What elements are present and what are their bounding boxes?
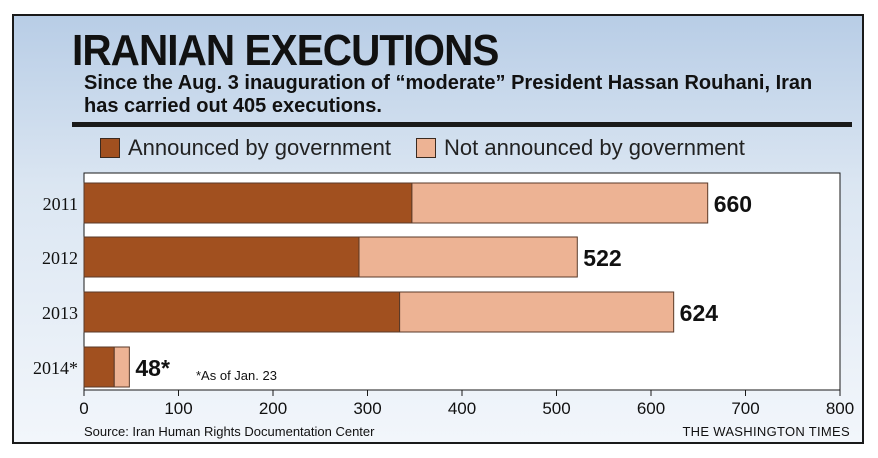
bar-not-announced: [411, 182, 709, 224]
total-label: 48*: [135, 355, 170, 381]
x-tick-label: 600: [637, 399, 665, 418]
legend-item-not-announced: Not announced by government: [416, 135, 745, 160]
x-tick-label: 300: [353, 399, 381, 418]
total-label: 522: [583, 245, 621, 271]
category-label: 2012: [42, 248, 78, 268]
bar-not-announced: [113, 346, 130, 388]
annotation-note: *As of Jan. 23: [196, 368, 277, 383]
legend-label-announced: Announced by government: [128, 135, 391, 160]
x-tick-label: 100: [164, 399, 192, 418]
x-tick-label: 800: [826, 399, 854, 418]
bar-announced: [83, 236, 360, 278]
chart-subtitle: Since the Aug. 3 inauguration of “modera…: [84, 72, 813, 117]
x-tick-label: 500: [542, 399, 570, 418]
title-rule: [72, 122, 852, 127]
category-label: 2013: [42, 303, 78, 323]
bar-not-announced: [358, 236, 578, 278]
x-tick-label: 400: [448, 399, 476, 418]
bar-not-announced: [399, 291, 675, 333]
x-tick-label: 200: [259, 399, 287, 418]
bar-announced: [83, 291, 401, 333]
x-tick-label: 700: [731, 399, 759, 418]
total-label: 660: [714, 191, 752, 217]
category-label: 2011: [43, 194, 78, 214]
chart-title: IRANIAN EXECUTIONS: [72, 26, 499, 75]
legend-label-not-announced: Not announced by government: [444, 135, 745, 160]
legend-swatch-announced: [100, 138, 120, 158]
category-label: 2014*: [33, 358, 78, 378]
total-label: 624: [680, 300, 719, 326]
bar-announced: [83, 182, 413, 224]
legend-item-announced: Announced by government: [100, 135, 391, 160]
x-tick-label: 0: [79, 399, 88, 418]
source-note: Source: Iran Human Rights Documentation …: [84, 424, 375, 439]
bar-announced: [83, 346, 115, 388]
publisher-credit: THE WASHINGTON TIMES: [682, 424, 850, 439]
legend-swatch-not-announced: [416, 138, 436, 158]
